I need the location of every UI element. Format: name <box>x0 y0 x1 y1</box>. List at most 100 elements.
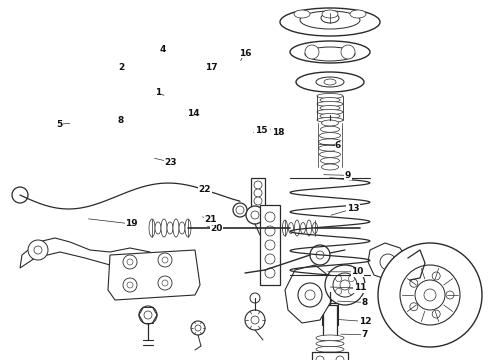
Circle shape <box>236 206 244 214</box>
Ellipse shape <box>321 13 339 23</box>
Circle shape <box>432 272 440 280</box>
Ellipse shape <box>179 222 185 234</box>
Text: 21: 21 <box>204 215 217 224</box>
Text: 18: 18 <box>271 128 284 137</box>
Circle shape <box>265 240 275 250</box>
Circle shape <box>336 288 342 294</box>
Ellipse shape <box>316 341 344 347</box>
Ellipse shape <box>316 77 344 87</box>
Ellipse shape <box>294 220 299 236</box>
Text: 6: 6 <box>335 141 341 150</box>
Ellipse shape <box>280 8 380 36</box>
Ellipse shape <box>317 109 343 114</box>
Circle shape <box>245 310 265 330</box>
Ellipse shape <box>149 219 155 237</box>
Circle shape <box>446 291 454 299</box>
Text: 11: 11 <box>354 284 367 292</box>
Text: 5: 5 <box>57 120 63 129</box>
Ellipse shape <box>320 158 340 164</box>
Circle shape <box>265 254 275 264</box>
Circle shape <box>254 189 262 197</box>
Text: 2: 2 <box>119 63 124 72</box>
Text: 14: 14 <box>187 109 200 118</box>
Circle shape <box>127 259 133 265</box>
Ellipse shape <box>300 222 305 234</box>
Ellipse shape <box>300 11 360 29</box>
Circle shape <box>340 280 350 290</box>
Circle shape <box>333 273 357 297</box>
Bar <box>312 352 348 360</box>
Ellipse shape <box>296 72 364 92</box>
Ellipse shape <box>283 220 288 236</box>
Ellipse shape <box>289 222 294 234</box>
Circle shape <box>432 310 440 318</box>
Text: 19: 19 <box>125 220 138 229</box>
Ellipse shape <box>155 222 161 234</box>
Text: 23: 23 <box>164 158 177 166</box>
Ellipse shape <box>319 152 341 157</box>
Circle shape <box>415 280 445 310</box>
Polygon shape <box>20 238 155 270</box>
Bar <box>323 305 337 345</box>
Text: 9: 9 <box>344 171 351 180</box>
Ellipse shape <box>320 126 340 132</box>
Circle shape <box>265 226 275 236</box>
Ellipse shape <box>167 222 173 234</box>
Circle shape <box>28 240 48 260</box>
Circle shape <box>34 246 42 254</box>
Ellipse shape <box>318 145 342 151</box>
Circle shape <box>348 288 354 294</box>
Ellipse shape <box>313 222 318 234</box>
Ellipse shape <box>161 219 167 237</box>
Text: 16: 16 <box>239 49 251 58</box>
Circle shape <box>139 306 157 324</box>
Ellipse shape <box>320 98 340 103</box>
Circle shape <box>250 293 260 303</box>
Ellipse shape <box>317 94 343 99</box>
Ellipse shape <box>322 10 338 18</box>
Circle shape <box>305 45 319 59</box>
Circle shape <box>254 197 262 205</box>
Ellipse shape <box>173 219 179 237</box>
Ellipse shape <box>320 113 340 118</box>
Circle shape <box>141 253 155 267</box>
Ellipse shape <box>305 47 355 61</box>
Circle shape <box>251 316 259 324</box>
Circle shape <box>410 279 418 287</box>
Polygon shape <box>285 265 332 323</box>
Circle shape <box>341 45 355 59</box>
Text: 4: 4 <box>159 45 166 54</box>
Ellipse shape <box>316 335 344 341</box>
Ellipse shape <box>307 220 312 236</box>
Text: 1: 1 <box>155 89 161 98</box>
Text: 15: 15 <box>255 126 268 135</box>
Circle shape <box>233 203 247 217</box>
Circle shape <box>158 253 172 267</box>
Polygon shape <box>368 243 408 280</box>
Text: 20: 20 <box>210 224 223 233</box>
Ellipse shape <box>294 10 310 18</box>
Text: 17: 17 <box>205 63 218 72</box>
Ellipse shape <box>306 278 354 292</box>
Ellipse shape <box>319 281 341 289</box>
Circle shape <box>410 303 418 311</box>
Text: 22: 22 <box>198 185 211 194</box>
Circle shape <box>254 181 262 189</box>
Text: 8: 8 <box>362 298 368 307</box>
Bar <box>260 205 280 285</box>
Circle shape <box>251 211 259 219</box>
Ellipse shape <box>185 219 191 237</box>
Ellipse shape <box>318 139 342 145</box>
Circle shape <box>325 265 365 305</box>
Bar <box>251 178 265 208</box>
Ellipse shape <box>319 132 341 139</box>
Ellipse shape <box>320 105 340 111</box>
Ellipse shape <box>316 352 344 358</box>
Text: 12: 12 <box>359 317 371 326</box>
Text: 8: 8 <box>118 116 124 125</box>
Circle shape <box>298 283 322 307</box>
Text: 13: 13 <box>346 204 359 213</box>
Ellipse shape <box>321 120 339 126</box>
Circle shape <box>191 321 205 335</box>
Circle shape <box>316 251 324 259</box>
